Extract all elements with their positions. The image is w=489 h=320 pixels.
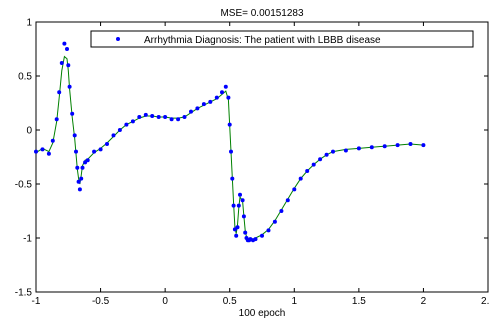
data-point xyxy=(105,142,109,146)
data-point xyxy=(220,90,224,95)
chart-title: MSE= 0.00151283 xyxy=(220,8,304,19)
x-tick-label: 1 xyxy=(292,296,298,307)
data-point xyxy=(253,237,258,242)
y-tick-label: 0 xyxy=(26,126,32,137)
data-point xyxy=(292,187,297,192)
x-tick-label: 0 xyxy=(162,296,168,307)
data-point xyxy=(201,102,206,107)
data-point xyxy=(66,63,71,68)
data-point xyxy=(231,203,236,208)
data-point xyxy=(311,162,316,167)
data-point xyxy=(240,198,245,203)
data-point xyxy=(130,119,135,124)
data-point xyxy=(208,99,213,104)
data-point xyxy=(195,106,200,111)
data-point xyxy=(232,227,237,232)
data-point xyxy=(298,176,303,181)
data-point xyxy=(40,147,45,152)
data-point xyxy=(241,214,246,219)
data-point xyxy=(266,228,271,233)
plot-area-frame xyxy=(35,21,489,293)
data-point xyxy=(408,142,413,146)
legend-label: Arrhythmia Diagnosis: The patient with L… xyxy=(144,35,381,46)
data-point xyxy=(65,47,69,51)
data-point xyxy=(318,157,323,162)
x-tick-label: 0.5 xyxy=(223,296,237,307)
data-point xyxy=(59,61,64,65)
data-point xyxy=(75,165,80,170)
y-tick-label: 0.5 xyxy=(18,72,32,83)
legend-marker xyxy=(116,37,120,41)
y-tick-label: -1.5 xyxy=(15,288,33,299)
data-point xyxy=(214,95,219,100)
data-point xyxy=(230,176,235,181)
data-point xyxy=(395,143,400,148)
plot-layer: -1-0.500.511.522.5-1.5-1-0.500.51 xyxy=(15,18,489,308)
data-point xyxy=(236,203,241,208)
data-point xyxy=(163,115,168,119)
data-point xyxy=(137,115,142,119)
x-axis-label: 100 epoch xyxy=(239,308,286,319)
data-point xyxy=(189,109,193,114)
x-tick-label: 1.5 xyxy=(352,296,366,307)
x-tick-label: -1 xyxy=(32,296,41,307)
data-point xyxy=(50,138,55,143)
data-point xyxy=(369,145,374,150)
series-line xyxy=(35,55,424,240)
data-point xyxy=(92,149,97,154)
data-point xyxy=(324,152,329,157)
data-point xyxy=(79,176,84,181)
data-point xyxy=(176,117,181,122)
data-point xyxy=(238,192,242,197)
data-point xyxy=(46,151,51,156)
data-point xyxy=(98,147,103,152)
y-tick-label: -0.5 xyxy=(15,180,33,191)
data-point xyxy=(62,41,67,46)
data-point xyxy=(150,114,155,118)
data-point xyxy=(74,149,78,154)
data-point xyxy=(124,122,129,127)
data-point xyxy=(117,128,122,132)
data-point xyxy=(67,84,72,89)
data-point xyxy=(227,122,232,127)
data-point xyxy=(272,219,277,224)
data-point xyxy=(34,149,38,154)
data-point xyxy=(182,115,187,119)
data-point xyxy=(143,112,148,117)
data-point xyxy=(343,148,348,153)
data-point xyxy=(223,84,228,89)
x-tick-label: 2.5 xyxy=(481,296,489,307)
data-point xyxy=(76,179,81,184)
data-point xyxy=(235,225,240,230)
legend-box xyxy=(90,30,474,48)
x-tick-label: 2 xyxy=(421,296,427,307)
data-point xyxy=(260,233,264,238)
data-point xyxy=(156,115,161,119)
data-point xyxy=(226,95,231,100)
data-point xyxy=(285,198,290,203)
legend: Arrhythmia Diagnosis: The patient with L… xyxy=(90,30,474,48)
y-tick-label: -1 xyxy=(23,234,32,245)
data-point xyxy=(70,111,75,116)
x-tick-label: -0.5 xyxy=(92,296,110,307)
data-point xyxy=(279,209,284,213)
data-point xyxy=(243,230,248,235)
y-tick-label: 1 xyxy=(26,18,32,29)
data-point xyxy=(356,146,361,151)
data-point xyxy=(111,133,116,138)
data-point xyxy=(421,143,426,148)
data-point xyxy=(382,144,387,149)
data-point xyxy=(229,149,233,154)
data-point xyxy=(57,90,62,95)
data-point xyxy=(77,187,82,192)
data-point xyxy=(85,158,90,163)
data-point xyxy=(305,169,310,173)
data-point xyxy=(72,133,77,138)
data-point xyxy=(331,149,335,154)
data-point xyxy=(169,117,174,122)
data-point xyxy=(80,165,85,170)
data-point xyxy=(234,233,239,238)
data-point xyxy=(54,117,59,122)
